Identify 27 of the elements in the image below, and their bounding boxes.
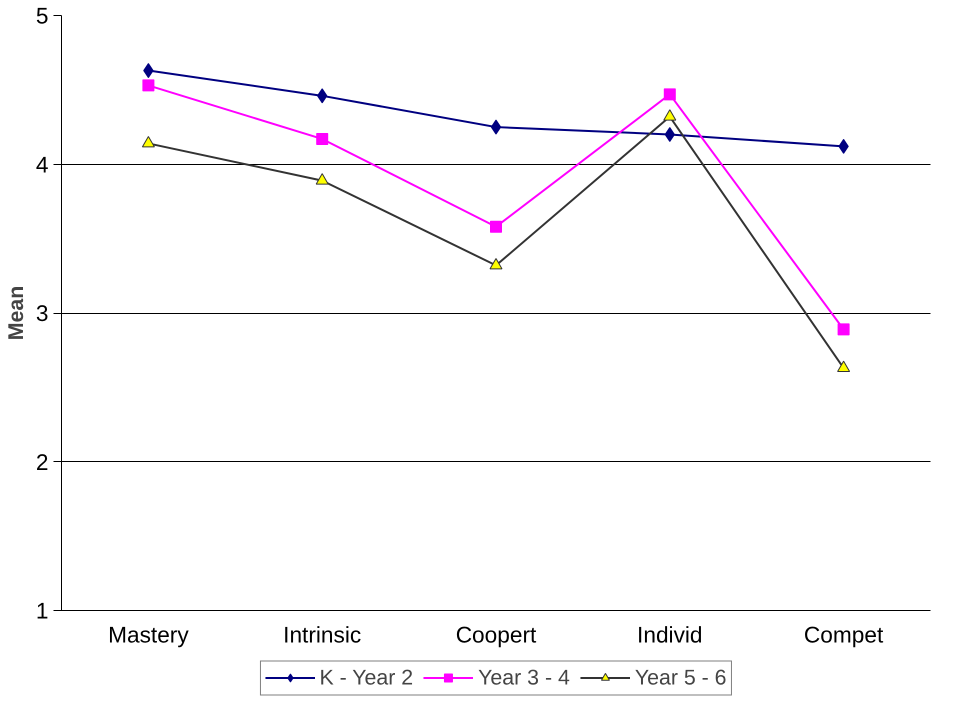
x-tick-label: Mastery xyxy=(108,622,190,648)
point xyxy=(143,63,154,78)
point xyxy=(490,220,502,233)
y-tick-label: 3 xyxy=(36,300,49,326)
legend-label: Year 5 - 6 xyxy=(634,665,727,690)
point xyxy=(490,120,502,135)
point xyxy=(838,138,849,154)
point xyxy=(837,360,850,372)
y-tick-label: 1 xyxy=(36,598,49,624)
point xyxy=(490,258,502,270)
x-tick-label: Compet xyxy=(804,622,884,648)
legend-label: K - Year 2 xyxy=(319,665,414,690)
y-tick-label: 4 xyxy=(36,151,49,178)
y-tick-label: 2 xyxy=(36,448,49,475)
point xyxy=(664,127,675,142)
legend-label: Year 3 - 4 xyxy=(478,665,570,690)
point xyxy=(142,79,154,92)
point xyxy=(838,323,850,336)
y-tick-label: 5 xyxy=(36,2,49,28)
point xyxy=(316,173,329,185)
x-tick-label: Intrinsic xyxy=(283,622,362,648)
point xyxy=(316,132,328,145)
point xyxy=(664,88,676,100)
point xyxy=(663,109,676,121)
x-tick-label: Individ xyxy=(637,622,703,648)
x-tick-label: Coopert xyxy=(456,622,538,648)
y-axis-title: Mean xyxy=(4,286,28,340)
